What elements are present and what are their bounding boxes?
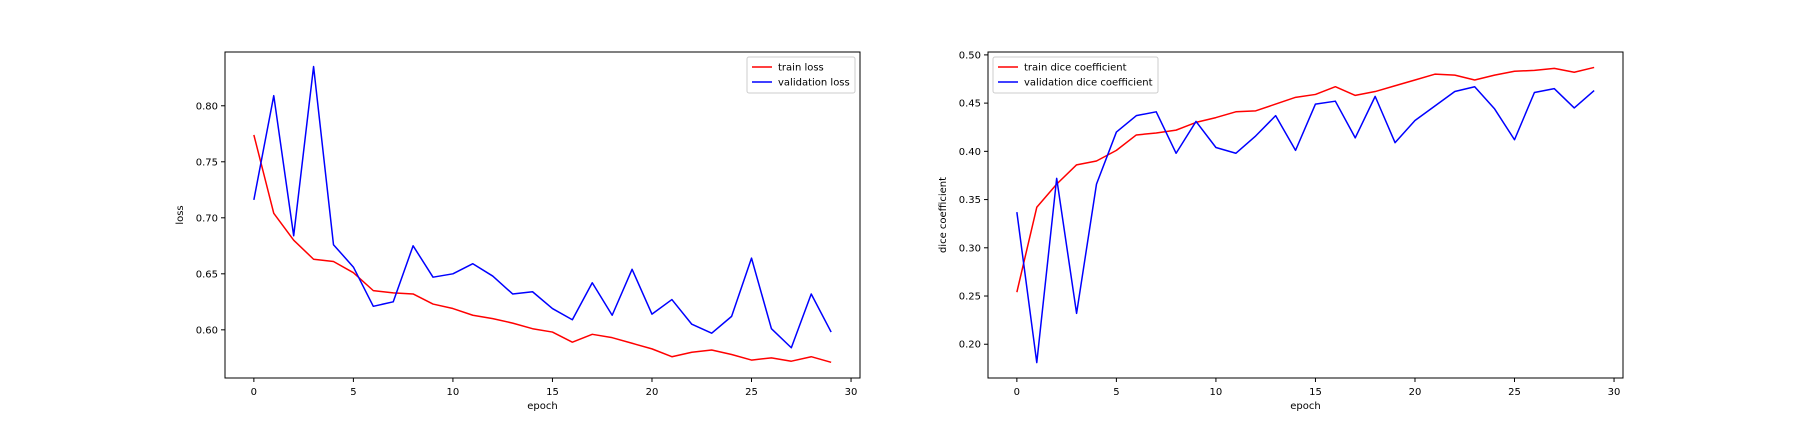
x-tick-label: 5	[350, 387, 356, 398]
x-tick-label: 25	[745, 387, 758, 398]
y-tick-label: 0.60	[196, 325, 218, 336]
legend-label: train loss	[778, 63, 824, 74]
x-axis-label: epoch	[527, 401, 557, 412]
x-tick-label: 30	[1608, 387, 1621, 398]
y-tick-label: 0.65	[196, 269, 218, 280]
plot-frame	[224, 51, 861, 379]
series-line-train-dice-coefficient	[1016, 66, 1595, 293]
plot-frame	[987, 51, 1624, 379]
x-tick-label: 0	[251, 387, 257, 398]
x-tick-label: 15	[546, 387, 559, 398]
x-tick-label: 5	[1113, 387, 1119, 398]
legend: train loss validation loss	[746, 56, 856, 94]
y-tick-label: 0.50	[959, 50, 981, 61]
x-tick-label: 30	[845, 387, 858, 398]
y-tick-label: 0.75	[196, 157, 218, 168]
y-tick-label: 0.20	[959, 340, 981, 351]
y-tick-label: 0.35	[959, 195, 981, 206]
chart-1: 0 5 10 15 20 25 30 0.60 0.65 0.70 0.75 0.80 epoch los…	[175, 51, 861, 412]
y-tick-label: 0.70	[196, 213, 218, 224]
series-line-validation-loss	[253, 65, 832, 349]
x-tick-label: 20	[1409, 387, 1422, 398]
chart-2: 0 5 10 15 20 25 30 0.20 0.25 0.30 0.35 0.40 0.45 0.50…	[938, 50, 1624, 412]
y-tick-label: 0.45	[959, 99, 981, 110]
legend-label: validation loss	[778, 78, 850, 89]
y-axis-label: dice coefficient	[938, 177, 949, 253]
y-tick-label: 0.40	[959, 147, 981, 158]
y-tick-label: 0.80	[196, 101, 218, 112]
legend: train dice coefficient validation dice co…	[992, 56, 1159, 94]
x-tick-label: 25	[1508, 387, 1521, 398]
x-tick-label: 10	[447, 387, 460, 398]
series-line-train-loss	[253, 134, 832, 364]
x-tick-label: 10	[1210, 387, 1223, 398]
legend-box	[746, 56, 856, 94]
x-tick-label: 20	[646, 387, 659, 398]
x-tick-label: 15	[1309, 387, 1322, 398]
x-axis-label: epoch	[1290, 401, 1320, 412]
series-line-validation-dice-coefficient	[1016, 85, 1595, 364]
legend-label: validation dice coefficient	[1024, 78, 1153, 89]
legend-label: train dice coefficient	[1024, 63, 1127, 74]
x-tick-label: 0	[1014, 387, 1020, 398]
legend-box	[992, 56, 1159, 94]
y-tick-label: 0.30	[959, 243, 981, 254]
y-tick-label: 0.25	[959, 292, 981, 303]
y-axis-label: loss	[175, 205, 186, 224]
